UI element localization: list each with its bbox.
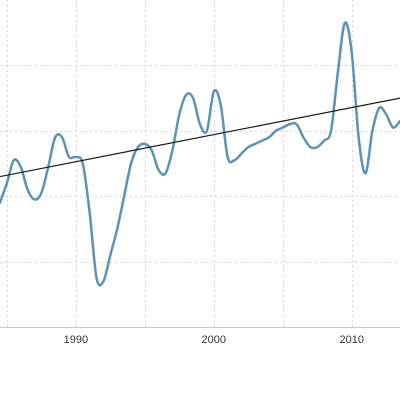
series-line-0 xyxy=(0,21,400,287)
series-layer xyxy=(0,21,400,287)
trend-line xyxy=(0,97,400,178)
x-tick-label-1990: 1990 xyxy=(64,334,88,346)
x-axis: 1990 2000 2010 xyxy=(0,327,400,346)
grid-layer xyxy=(0,0,400,327)
x-tick-label-2000: 2000 xyxy=(202,334,226,346)
x-tick-label-2010: 2010 xyxy=(339,334,363,346)
